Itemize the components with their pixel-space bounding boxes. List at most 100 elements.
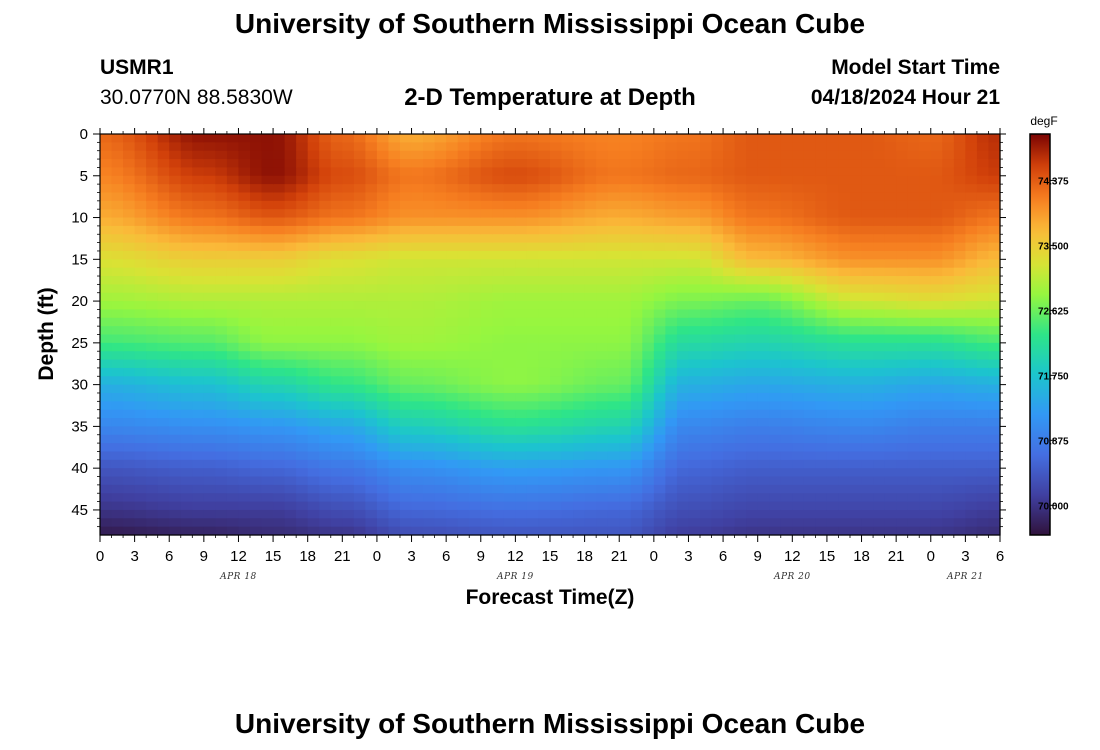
heat-cell: [815, 192, 828, 202]
heat-cell: [642, 276, 655, 285]
heat-cell: [284, 259, 297, 269]
heat-cell: [526, 468, 540, 478]
heat-cell: [388, 351, 401, 361]
heat-cell: [203, 426, 216, 436]
heat-cell: [503, 509, 516, 519]
heat-cell: [365, 250, 378, 260]
heat-cell: [157, 426, 170, 436]
heat-cell: [123, 351, 136, 361]
heat-cell: [850, 409, 863, 419]
heat-cell: [676, 493, 690, 503]
heat-cell: [400, 292, 413, 302]
heat-cell: [146, 309, 159, 319]
heat-cell: [907, 376, 920, 386]
heat-cell: [838, 292, 851, 302]
heat-cell: [930, 401, 943, 411]
heat-cell: [965, 192, 978, 202]
heat-cell: [123, 526, 136, 536]
heat-cell: [723, 175, 736, 185]
heat-cell: [930, 493, 943, 503]
heat-cell: [561, 134, 574, 143]
heat-cell: [665, 484, 678, 494]
heat-cell: [884, 167, 897, 177]
heat-cell: [319, 459, 332, 469]
heat-cell: [757, 317, 770, 327]
heat-cell: [250, 267, 263, 277]
heat-cell: [411, 409, 424, 419]
heat-cell: [192, 509, 205, 519]
heat-cell: [538, 443, 551, 453]
heat-cell: [653, 167, 666, 177]
heat-cell: [238, 142, 251, 152]
heat-cell: [653, 317, 666, 327]
heat-cell: [157, 250, 170, 260]
heat-cell: [503, 159, 516, 169]
heat-cell: [815, 159, 828, 169]
heat-cell: [907, 443, 920, 453]
heat-cell: [296, 342, 309, 352]
heat-cell: [688, 192, 701, 202]
heat-cell: [780, 225, 793, 235]
heat-cell: [146, 401, 159, 411]
heat-cell: [423, 484, 436, 494]
heat-cell: [688, 217, 701, 227]
heat-cell: [757, 225, 770, 235]
heat-cell: [457, 509, 470, 519]
heat-cell: [273, 142, 286, 152]
heat-cell: [400, 342, 413, 352]
heat-cell: [492, 409, 505, 419]
heat-cell: [803, 384, 816, 394]
heat-cell: [861, 159, 874, 169]
heat-cell: [169, 134, 182, 143]
heat-cell: [180, 426, 193, 436]
heat-cell: [815, 468, 828, 478]
heat-cell: [757, 200, 770, 210]
heat-cell: [400, 351, 413, 361]
heat-cell: [976, 267, 990, 277]
heat-cell: [538, 476, 551, 486]
heat-cell: [873, 459, 886, 469]
heat-cell: [757, 150, 770, 160]
heat-cell: [261, 225, 274, 235]
heat-cell: [711, 401, 724, 411]
heat-cell: [284, 459, 297, 469]
heat-cell: [192, 418, 205, 427]
heat-cell: [376, 376, 390, 386]
heat-cell: [492, 142, 505, 152]
heat-cell: [550, 451, 563, 461]
heat-cell: [273, 250, 286, 260]
heat-cell: [653, 501, 666, 511]
heat-cell: [111, 209, 124, 219]
heat-cell: [446, 493, 459, 503]
heat-cell: [146, 200, 159, 210]
heat-cell: [411, 518, 424, 528]
heat-cell: [492, 434, 505, 444]
heat-cell: [226, 351, 240, 361]
heat-cell: [826, 451, 840, 461]
heat-cell: [976, 526, 990, 536]
heat-cell: [919, 443, 932, 453]
heat-cell: [100, 526, 113, 536]
heat-cell: [930, 418, 943, 427]
heat-cell: [907, 259, 920, 269]
heat-cell: [134, 501, 147, 511]
heat-cell: [376, 443, 390, 453]
y-tick-label: 15: [71, 251, 88, 268]
heat-cell: [792, 459, 805, 469]
heat-cell: [711, 309, 724, 319]
heat-cell: [284, 225, 297, 235]
heat-cell: [515, 418, 528, 427]
heat-cell: [780, 134, 793, 143]
heat-cell: [965, 234, 978, 244]
heat-cell: [769, 509, 782, 519]
heat-cell: [515, 392, 528, 402]
heat-cell: [573, 284, 586, 294]
heat-cell: [411, 267, 424, 277]
heat-cell: [180, 217, 193, 227]
heat-cell: [226, 476, 240, 486]
heat-cell: [850, 476, 863, 486]
heat-cell: [573, 401, 586, 411]
heat-cell: [250, 418, 263, 427]
heat-cell: [896, 518, 909, 528]
heat-cell: [226, 142, 240, 152]
